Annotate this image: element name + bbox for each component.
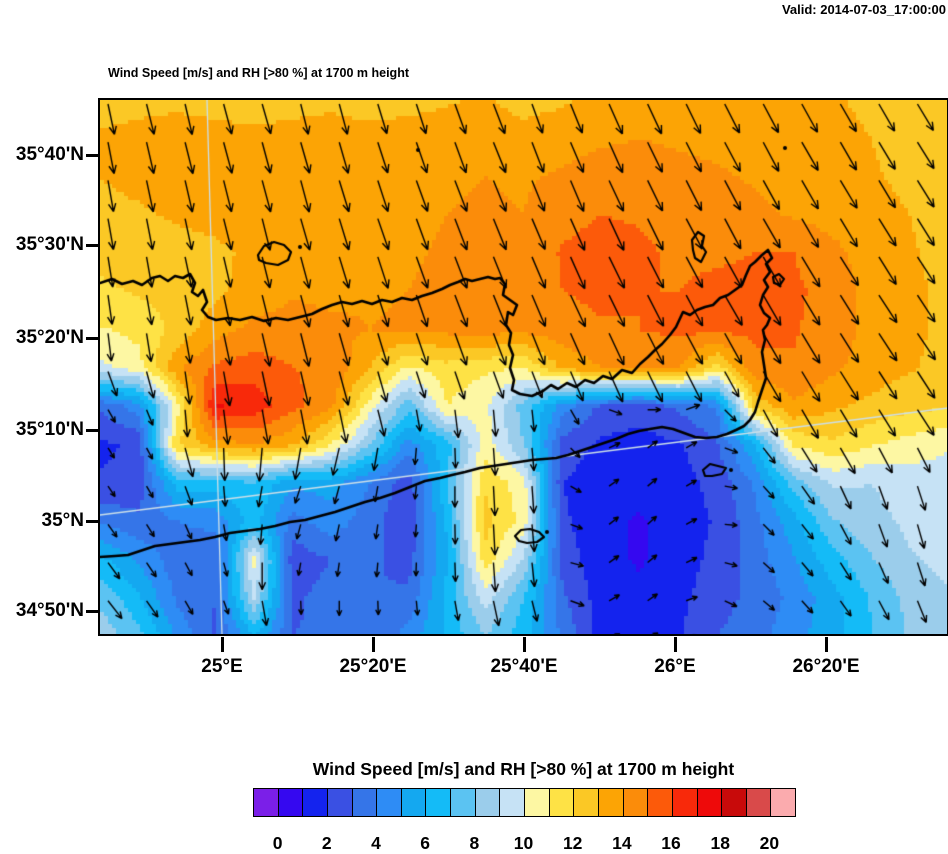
colorbar-cell [648,789,673,816]
colorbar-cell [327,789,353,816]
colorbar-tick-label: 8 [469,833,480,853]
colorbar-tick-label: 16 [661,833,681,853]
lon-tick [674,637,677,652]
lat-tick [86,520,99,523]
colorbar-tick-label: 14 [612,833,632,853]
colorbar-tick-label: 20 [759,833,780,853]
lon-label: 26°20'E [792,656,860,677]
colorbar-cell [549,789,575,816]
colorbar-tick-label: 6 [420,833,430,853]
lon-tick [523,637,526,652]
colorbar-tick-label: 2 [321,833,332,853]
lat-label: 35°20'N [15,327,84,348]
colorbar-cell [254,789,279,816]
wind-field-map-canvas [100,100,948,635]
colorbar-cell [475,789,501,816]
lat-label: 35°10'N [15,419,84,440]
colorbar-cell [401,789,427,816]
lon-tick [221,637,224,652]
lon-tick [372,637,375,652]
colorbar-cell [303,789,328,816]
lon-label: 26°E [654,656,696,677]
colorbar-cell [722,789,747,816]
colorbar-cell [377,789,402,816]
colorbar-cell [574,789,599,816]
colorbar-cell [352,789,378,816]
lat-tick [86,610,99,613]
lat-label: 35°30'N [15,234,84,255]
lat-label: 35°N [41,510,84,531]
colorbar-tick-label: 12 [562,833,583,853]
colorbar-cell [771,789,796,816]
lat-tick [86,244,99,247]
lat-tick [86,337,99,340]
lat-tick [86,154,99,157]
lat-label: 35°40'N [15,144,84,165]
colorbar-cell [598,789,624,816]
colorbar-cell [697,789,723,816]
colorbar-cell [500,789,526,816]
colorbar-cell [672,789,698,816]
lon-label: 25°E [201,656,243,677]
lon-tick [825,637,828,652]
colorbar-tick-label: 4 [371,833,381,853]
valid-timestamp: Valid: 2014-07-03_17:00:00 [781,2,946,17]
colorbar-cell [525,789,550,816]
colorbar-cell [426,789,452,816]
colorbar-cell [746,789,772,816]
colorbar-cell [451,789,476,816]
lon-label: 25°20'E [339,656,407,677]
colorbar-title: Wind Speed [m/s] and RH [>80 %] at 1700 … [312,759,735,779]
colorbar-tick-label: 0 [272,833,283,853]
colorbar [253,788,796,817]
map-title: Wind Speed [m/s] and RH [>80 %] at 1700 … [108,66,409,80]
lon-label: 25°40'E [490,656,558,677]
colorbar-cell [278,789,304,816]
colorbar-tick-label: 10 [513,833,534,853]
colorbar-tick-label: 18 [710,833,730,853]
lat-tick [86,429,99,432]
lat-label: 34°50'N [15,600,84,621]
colorbar-cell [623,789,649,816]
